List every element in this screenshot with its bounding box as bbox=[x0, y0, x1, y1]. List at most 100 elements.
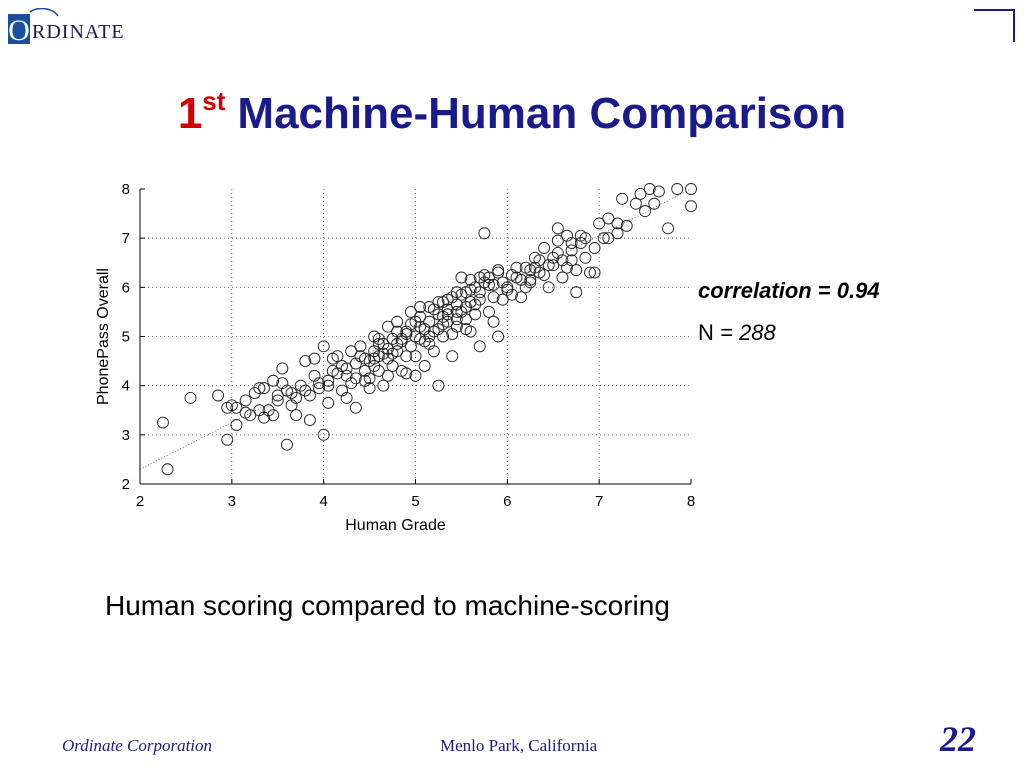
scatter-point bbox=[565, 254, 578, 267]
x-tick-label: 2 bbox=[136, 493, 144, 510]
scatter-point bbox=[437, 330, 449, 343]
scatter-point bbox=[501, 283, 514, 296]
sample-size-label: N = 288 bbox=[698, 320, 880, 346]
scatter-point bbox=[427, 345, 440, 358]
scatter-point bbox=[386, 333, 399, 345]
scatter-point bbox=[473, 286, 486, 299]
scatter-point bbox=[450, 298, 463, 311]
scatter-point bbox=[423, 315, 436, 328]
scatter-point bbox=[432, 296, 445, 309]
scatter-point bbox=[285, 399, 298, 412]
scatter-point bbox=[414, 333, 427, 345]
scatter-point bbox=[349, 372, 362, 385]
scatter-point bbox=[515, 291, 528, 304]
scatter-point bbox=[377, 379, 390, 392]
scatter-point bbox=[308, 352, 321, 365]
scatter-point bbox=[290, 392, 303, 404]
scatter-point bbox=[322, 374, 335, 387]
y-tick-label: 8 bbox=[122, 181, 130, 198]
scatter-point bbox=[414, 301, 427, 313]
scatter-point bbox=[345, 377, 358, 390]
scatter-point bbox=[487, 291, 500, 304]
scatter-point bbox=[450, 286, 463, 299]
scatter-point bbox=[239, 394, 252, 407]
scatter-point bbox=[340, 362, 353, 375]
y-tick-label: 2 bbox=[122, 476, 130, 493]
logo-wordmark: RDINATE bbox=[32, 21, 125, 43]
scatter-point bbox=[542, 281, 555, 294]
y-axis-title: PhonePass Overall bbox=[95, 268, 112, 405]
scatter-point bbox=[455, 271, 468, 284]
scatter-point bbox=[349, 357, 362, 370]
footer-company: Ordinate Corporation bbox=[62, 736, 213, 755]
scatter-point bbox=[423, 330, 436, 343]
scatter-point bbox=[372, 337, 385, 350]
scatter-point bbox=[437, 310, 449, 323]
scatter-point bbox=[354, 340, 367, 353]
scatter-point bbox=[464, 274, 477, 286]
scatter-point bbox=[579, 251, 592, 264]
scatter-point bbox=[446, 328, 459, 340]
scatter-point bbox=[570, 286, 583, 299]
scatter-point bbox=[395, 333, 408, 345]
scatter-point bbox=[322, 379, 335, 392]
scatter-point bbox=[276, 377, 289, 390]
scatter-point bbox=[643, 183, 656, 195]
scatter-point bbox=[294, 379, 307, 392]
y-tick-label: 5 bbox=[122, 329, 130, 346]
n-value: = 288 bbox=[720, 320, 776, 345]
title-text: Machine-Human Comparison bbox=[237, 89, 847, 138]
scatter-point bbox=[538, 242, 551, 254]
scatter-point bbox=[382, 369, 394, 382]
scatter-point bbox=[322, 396, 335, 409]
scatter-point bbox=[551, 246, 564, 259]
x-axis-title: Human Grade bbox=[345, 517, 446, 534]
scatter-point bbox=[276, 362, 289, 375]
scatter-point bbox=[648, 197, 661, 210]
scatter-point bbox=[372, 333, 385, 345]
scatter-point bbox=[519, 281, 532, 294]
scatter-point bbox=[400, 350, 413, 363]
scatter-point bbox=[230, 419, 243, 431]
scatter-point bbox=[161, 463, 174, 476]
scatter-point bbox=[326, 352, 339, 365]
scatter-point bbox=[561, 261, 573, 274]
title-number: 1 bbox=[177, 89, 203, 138]
scatter-point bbox=[258, 382, 270, 395]
scatter-point bbox=[505, 269, 518, 281]
scatter-point bbox=[359, 364, 371, 377]
x-tick-label: 8 bbox=[687, 493, 695, 510]
scatter-point bbox=[267, 374, 280, 387]
scatter-point bbox=[510, 261, 523, 274]
scatter-point bbox=[616, 192, 629, 205]
x-tick-label: 5 bbox=[411, 493, 419, 510]
scatter-point bbox=[524, 264, 537, 277]
y-tick-label: 3 bbox=[122, 427, 130, 444]
scatter-point bbox=[501, 281, 514, 294]
scatter-point bbox=[602, 232, 615, 245]
scatter-point bbox=[363, 382, 376, 395]
slide-caption: Human scoring compared to machine-scorin… bbox=[105, 590, 670, 621]
scatter-point bbox=[427, 303, 440, 316]
scatter-point bbox=[483, 271, 495, 284]
scatter-point bbox=[538, 269, 551, 281]
scatter-point bbox=[460, 323, 472, 336]
scatter-point bbox=[313, 382, 326, 395]
n-symbol: N bbox=[698, 320, 714, 345]
scatter-point bbox=[271, 389, 284, 402]
scatter-point bbox=[565, 237, 578, 250]
scatter-point bbox=[253, 404, 266, 417]
scatter-point bbox=[602, 212, 615, 225]
scatter-point bbox=[593, 217, 606, 230]
scatter-point bbox=[450, 320, 463, 333]
scatter-point bbox=[382, 352, 394, 365]
scatter-point bbox=[597, 232, 610, 245]
scatter-point bbox=[496, 276, 509, 289]
scatter-point bbox=[409, 350, 422, 363]
scatter-point bbox=[492, 264, 505, 277]
scatter-point bbox=[404, 340, 417, 353]
scatter-point bbox=[345, 345, 358, 358]
scatter-point bbox=[391, 325, 404, 338]
scatter-point bbox=[239, 406, 252, 419]
scatter-point bbox=[359, 352, 371, 365]
